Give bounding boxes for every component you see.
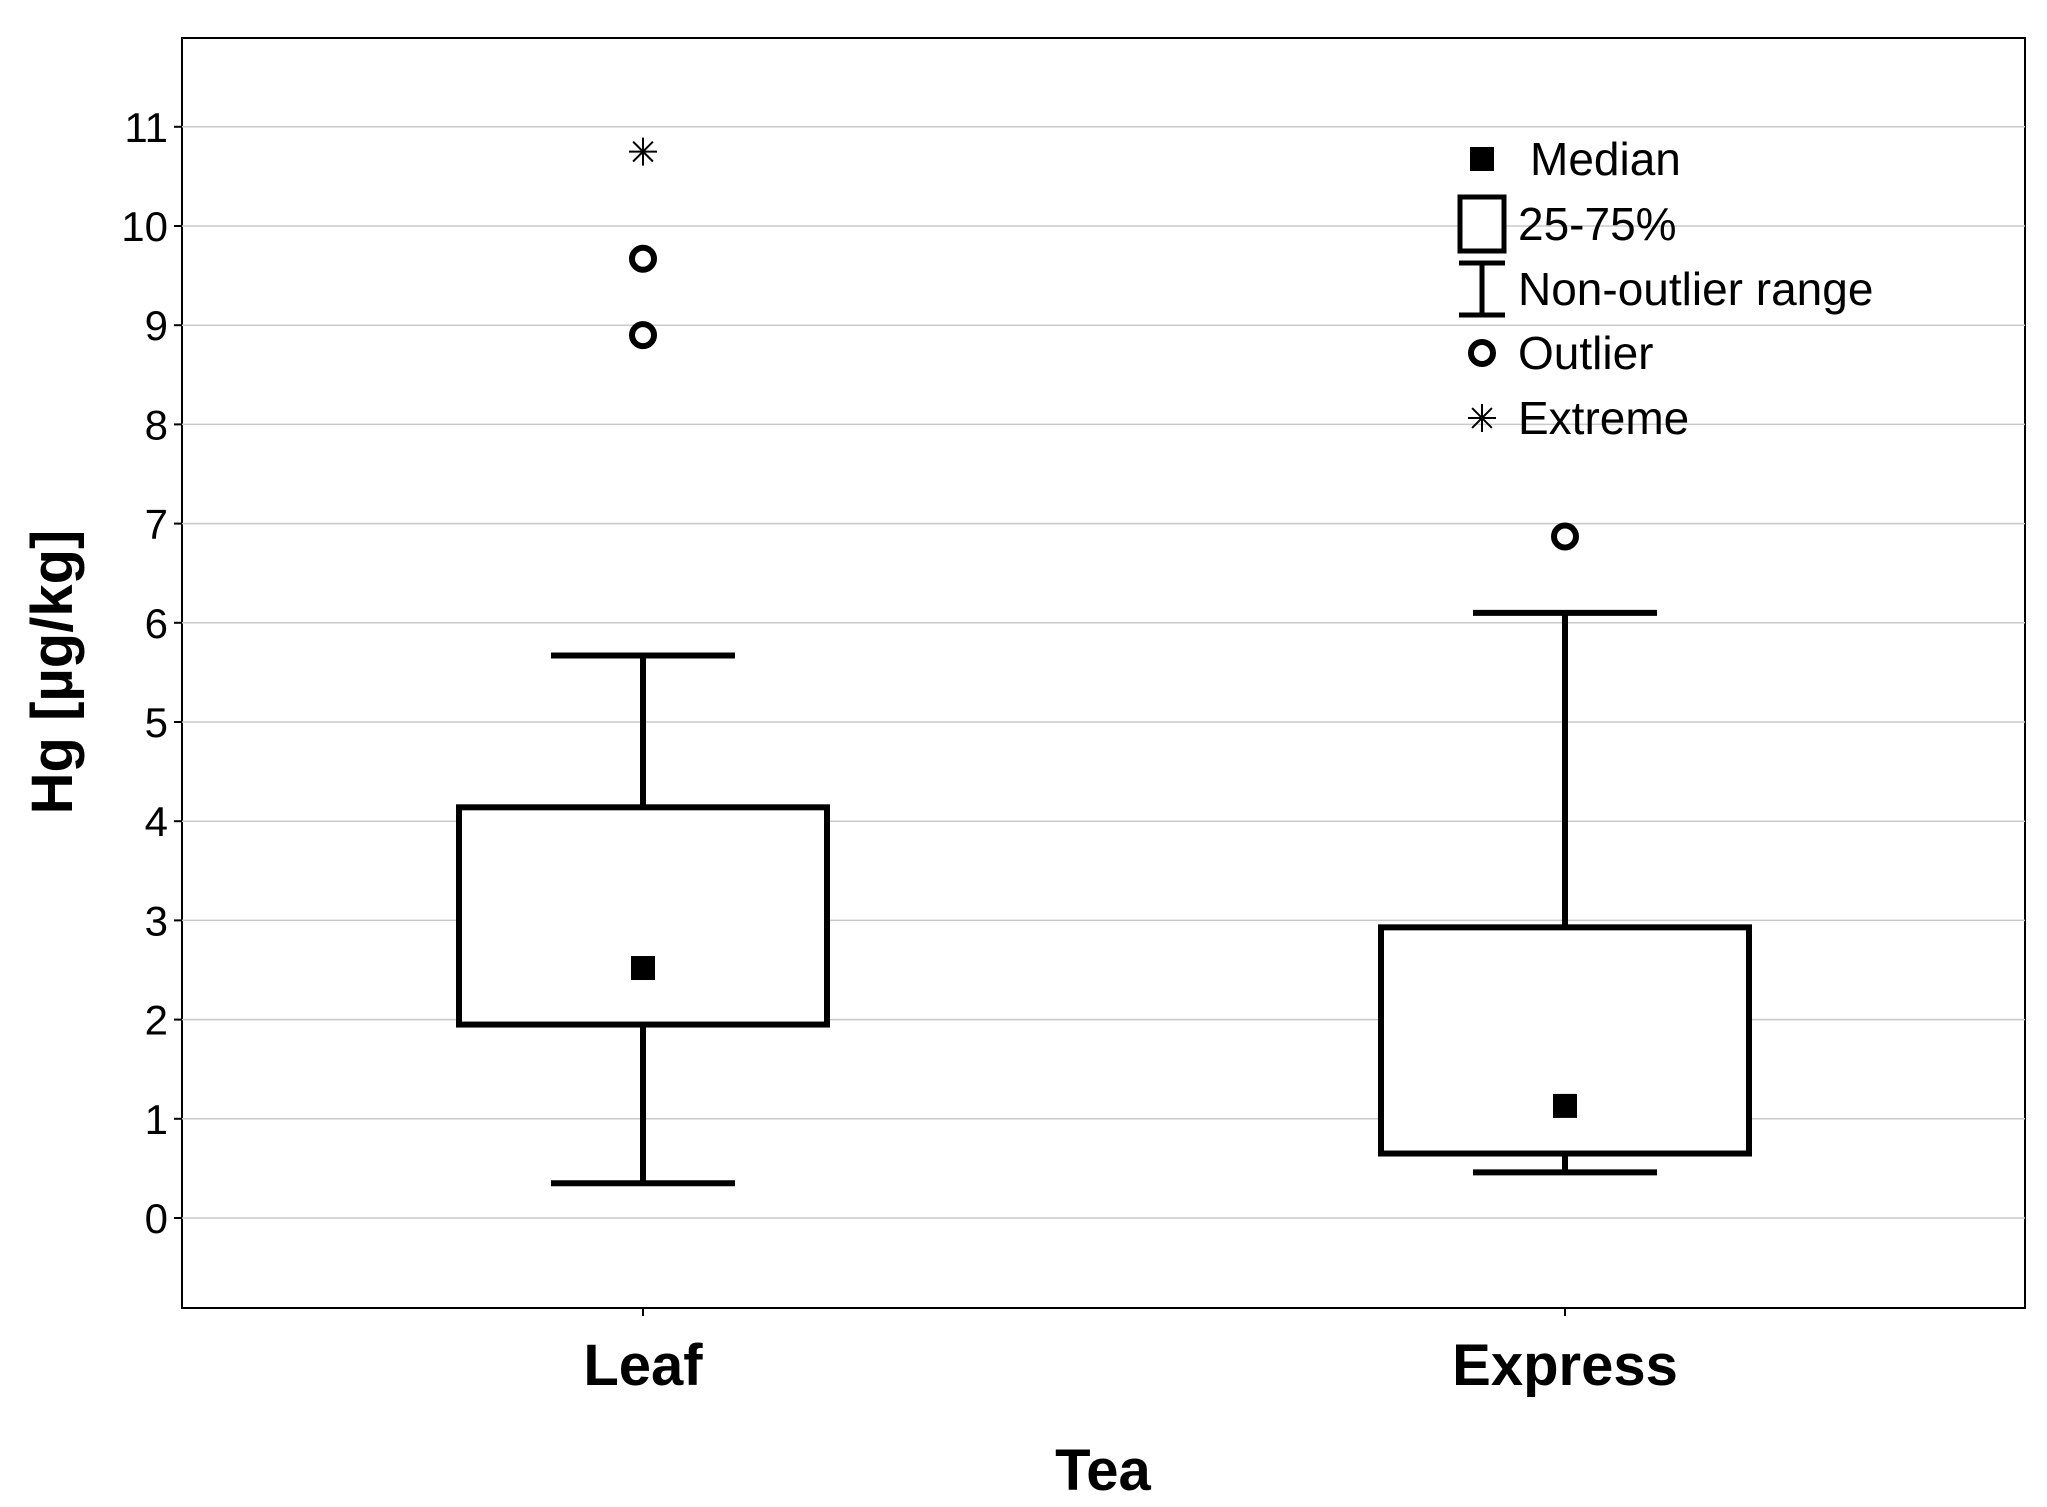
y-tick-label: 8 bbox=[145, 401, 168, 448]
legend: Median 25-75% Non-outlier range Outlier Extr… bbox=[1457, 133, 1873, 444]
y-tick-label: 2 bbox=[145, 997, 168, 1044]
y-axis-title: Hg [µg/kg] bbox=[20, 530, 85, 815]
extreme-stroke bbox=[632, 140, 654, 163]
legend-label: Outlier bbox=[1518, 327, 1653, 379]
x-axis-ticks: Leaf Express bbox=[583, 1308, 1678, 1398]
y-tick-label: 6 bbox=[145, 600, 168, 647]
y-tick-label: 1 bbox=[145, 1096, 168, 1143]
legend-item-outlier: Outlier bbox=[1468, 327, 1653, 379]
box-leaf bbox=[456, 137, 830, 1187]
y-tick-label: 5 bbox=[145, 699, 168, 746]
y-tick-label: 10 bbox=[121, 203, 168, 250]
legend-label: Extreme bbox=[1518, 392, 1689, 444]
x-tick-label-express: Express bbox=[1452, 1333, 1678, 1398]
box-express bbox=[1378, 522, 1752, 1176]
outlier-point bbox=[629, 321, 657, 350]
legend-box-symbol bbox=[1457, 194, 1507, 254]
legend-label: Median bbox=[1530, 133, 1681, 185]
y-tick-label: 0 bbox=[145, 1195, 168, 1242]
legend-median-symbol bbox=[1470, 147, 1494, 171]
median-marker bbox=[1553, 1093, 1577, 1118]
extreme-stroke bbox=[1471, 407, 1493, 429]
legend-extreme-symbol bbox=[1468, 404, 1496, 432]
outlier-point bbox=[629, 244, 657, 273]
x-axis-title: Tea bbox=[1055, 1438, 1151, 1503]
legend-outlier-symbol bbox=[1468, 339, 1496, 367]
outlier-point bbox=[1551, 522, 1579, 551]
y-tick-label: 3 bbox=[145, 897, 168, 944]
legend-label: Non-outlier range bbox=[1518, 263, 1873, 315]
boxes bbox=[456, 137, 1752, 1187]
y-axis-ticks: 0 1 2 3 4 5 6 7 8 9 10 11 bbox=[121, 104, 182, 1242]
legend-label: 25-75% bbox=[1518, 198, 1677, 250]
legend-item-non-outlier-range: Non-outlier range bbox=[1459, 260, 1873, 318]
y-tick-label: 4 bbox=[145, 798, 168, 845]
legend-item-median: Median bbox=[1470, 133, 1681, 185]
y-tick-label: 9 bbox=[145, 302, 168, 349]
legend-item-25-75-: 25-75% bbox=[1457, 194, 1677, 254]
extreme-point bbox=[629, 137, 657, 166]
y-tick-label: 7 bbox=[145, 501, 168, 548]
iqr-box bbox=[1378, 924, 1752, 1157]
median-marker bbox=[631, 956, 655, 981]
y-tick-label: 11 bbox=[124, 104, 168, 151]
plot-frame bbox=[181, 37, 2026, 1309]
x-tick-label-leaf: Leaf bbox=[583, 1333, 703, 1398]
iqr-box bbox=[456, 804, 830, 1028]
legend-item-extreme: Extreme bbox=[1468, 392, 1689, 444]
